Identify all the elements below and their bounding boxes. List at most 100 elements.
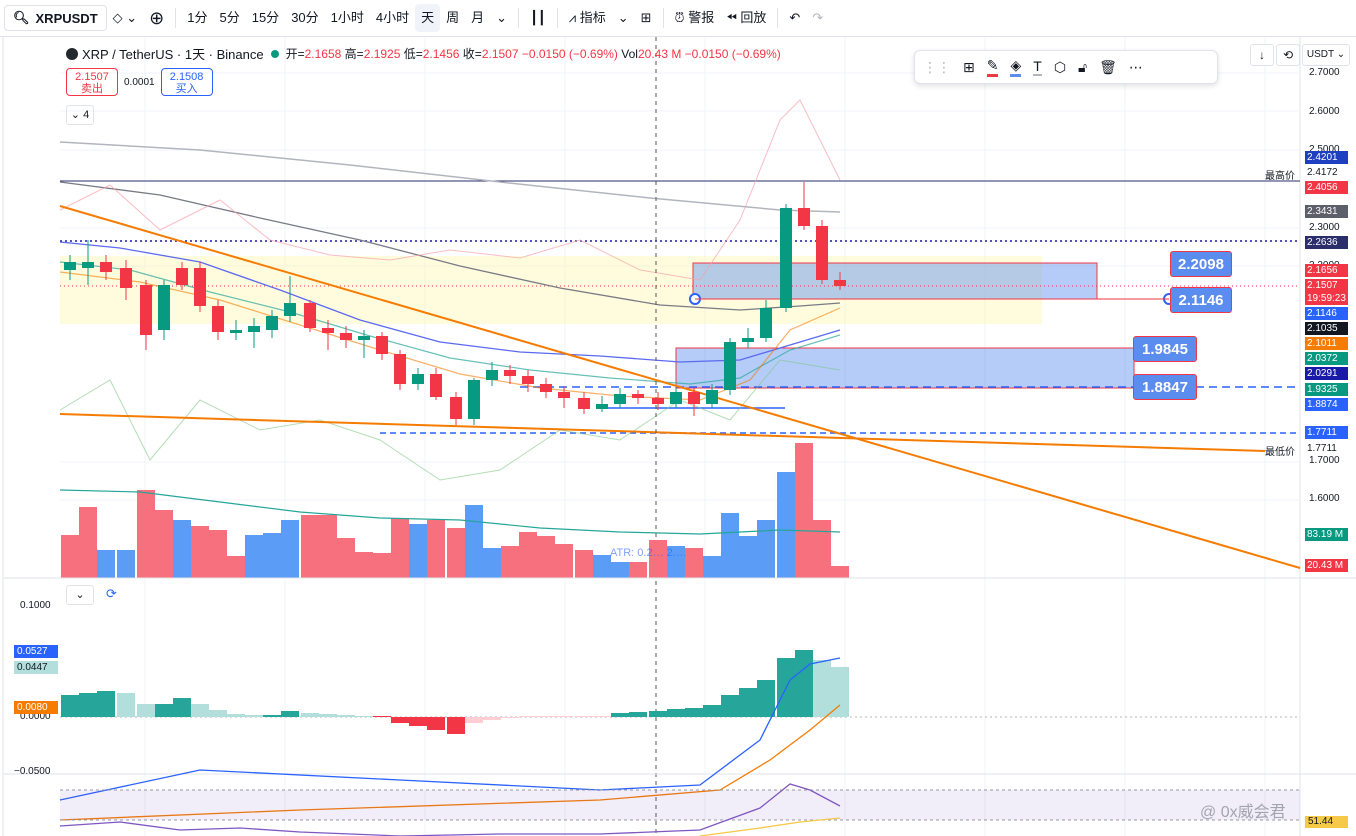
macd-bar bbox=[61, 695, 79, 717]
candle-body bbox=[780, 208, 792, 308]
candle-body bbox=[578, 398, 590, 409]
macd-collapse-button[interactable]: ⌄ bbox=[66, 585, 94, 605]
top-toolbar: 🔍︎ XRPUSDT ◇ ⌄ ⊕ 1分 5分 15分 30分 1小时 4小时 天… bbox=[0, 0, 1356, 37]
candle-body bbox=[322, 328, 334, 333]
price-tag: 2.1011 bbox=[1305, 337, 1348, 350]
macd-bar bbox=[319, 714, 337, 717]
indicator-count: 4 bbox=[83, 109, 90, 121]
volume-bar bbox=[777, 472, 795, 578]
macd-bar bbox=[355, 716, 373, 717]
macd-bar bbox=[555, 716, 573, 717]
macd-bar bbox=[281, 711, 299, 717]
interval-15m[interactable]: 15分 bbox=[251, 10, 280, 25]
volume-bar bbox=[391, 518, 409, 578]
redo-icon[interactable]: ↷ bbox=[812, 10, 824, 25]
volume-bar bbox=[593, 555, 611, 578]
macd-bar bbox=[537, 716, 555, 717]
candle-body bbox=[468, 380, 480, 419]
trendline-support bbox=[59, 413, 1266, 452]
volume-bar bbox=[61, 535, 79, 578]
arrow-down-icon[interactable]: ↓ bbox=[1250, 44, 1274, 66]
macd-tag: 0.0080 bbox=[14, 701, 58, 714]
fill-color-icon[interactable]: ◈ bbox=[1010, 57, 1022, 77]
price-tag: 19:59:23 bbox=[1305, 292, 1348, 305]
chevron-down-icon[interactable]: ⌄ bbox=[617, 10, 629, 25]
volume-ma-line bbox=[59, 489, 841, 535]
undo-icon[interactable]: ↶ bbox=[789, 10, 801, 25]
alert-button[interactable]: ⏰︎ 警报 bbox=[669, 4, 721, 32]
indicators-button[interactable]: ⩘ 指标 bbox=[563, 4, 612, 32]
callout-1-9845[interactable]: 1.9845 bbox=[1133, 336, 1197, 362]
price-tag: 1.7711 bbox=[1305, 426, 1348, 439]
candle-body bbox=[486, 370, 498, 380]
add-symbol-icon[interactable]: ⊕ bbox=[149, 8, 165, 28]
price-tag: 1.9325 bbox=[1305, 383, 1348, 396]
macd-bar bbox=[501, 717, 519, 718]
lock-icon[interactable]: 🔓︎ bbox=[1078, 58, 1088, 75]
pencil-icon[interactable]: ✎ bbox=[986, 57, 999, 77]
sync-icon[interactable]: ⟳ bbox=[106, 586, 117, 601]
price-tag: 2.1146 bbox=[1305, 307, 1348, 320]
price-tag: 2.4172 bbox=[1305, 166, 1348, 179]
drag-handle-icon[interactable]: ⋮⋮ bbox=[923, 58, 951, 75]
template-icon[interactable]: ⊞ bbox=[963, 58, 975, 75]
candle-body bbox=[158, 285, 170, 330]
grid-lines bbox=[60, 37, 1300, 836]
chevron-down-icon[interactable]: ⌄ bbox=[496, 10, 508, 25]
macd-line bbox=[59, 657, 841, 801]
macd-bar bbox=[137, 704, 155, 717]
callout-2-1146[interactable]: 2.1146 bbox=[1170, 287, 1232, 313]
macd-bar bbox=[209, 710, 227, 717]
candle-body bbox=[100, 262, 112, 272]
candle-body bbox=[540, 384, 552, 392]
interval-1m[interactable]: 1分 bbox=[187, 10, 208, 25]
volume-bar bbox=[319, 515, 337, 578]
settings-icon[interactable]: ⬡ bbox=[1053, 58, 1067, 75]
callout-2-2098[interactable]: 2.2098 bbox=[1170, 251, 1232, 277]
candle-type-icon[interactable]: ┃┃ bbox=[530, 10, 546, 25]
axis-label: 2.3000 bbox=[1309, 222, 1340, 233]
interval-1w[interactable]: 周 bbox=[446, 10, 460, 25]
volume-bar bbox=[409, 524, 427, 578]
ma-grey-line bbox=[59, 141, 841, 213]
replay-button[interactable]: ⏪︎ 回放 bbox=[720, 4, 772, 32]
volume-bar bbox=[281, 520, 299, 578]
candle-body bbox=[760, 308, 772, 338]
interval-1d[interactable]: 天 bbox=[415, 4, 441, 32]
buy-button[interactable]: 2.1508 买入 bbox=[160, 68, 213, 96]
rsi-band bbox=[60, 790, 1300, 820]
trash-icon[interactable]: 🗑︎ bbox=[1099, 58, 1117, 75]
bb-lower-green bbox=[59, 359, 841, 481]
macd-bar bbox=[667, 709, 685, 717]
divider bbox=[662, 8, 664, 28]
macd-bar bbox=[155, 704, 173, 717]
trendline-descending bbox=[59, 205, 1301, 569]
indicators-collapse-button[interactable]: ⌄ 4 bbox=[66, 105, 94, 125]
volume-bar bbox=[337, 538, 355, 578]
sell-button[interactable]: 2.1507 卖出 bbox=[66, 68, 118, 96]
interval-30m[interactable]: 30分 bbox=[291, 10, 319, 25]
interval-1mo[interactable]: 月 bbox=[471, 10, 485, 25]
volume-bar bbox=[501, 546, 519, 578]
volume-bar bbox=[667, 546, 685, 578]
volume-bar bbox=[537, 536, 555, 578]
interval-4h[interactable]: 4小时 bbox=[375, 10, 410, 25]
volume-bar bbox=[155, 510, 173, 578]
replay-label: 回放 bbox=[740, 10, 767, 25]
volume-bar bbox=[629, 562, 647, 578]
price-tag: 2.4056 bbox=[1305, 181, 1348, 194]
currency-selector[interactable]: USDT ⌄ bbox=[1302, 44, 1350, 66]
text-icon[interactable]: T bbox=[1033, 58, 1042, 76]
interval-5m[interactable]: 5分 bbox=[219, 10, 240, 25]
volume-bar bbox=[795, 443, 813, 578]
volume-bar bbox=[555, 544, 573, 578]
callout-1-8847[interactable]: 1.8847 bbox=[1133, 374, 1197, 400]
more-icon[interactable]: ⋯ bbox=[1128, 58, 1143, 75]
compare-icon[interactable]: ◇ ⌄ bbox=[112, 10, 138, 25]
refresh-icon[interactable]: ⟲ bbox=[1276, 44, 1300, 66]
indicators-label: 指标 bbox=[579, 10, 606, 25]
interval-1h[interactable]: 1小时 bbox=[330, 10, 364, 25]
symbol-search-button[interactable]: 🔍︎ XRPUSDT bbox=[4, 5, 107, 31]
templates-icon[interactable]: ⊞ bbox=[640, 10, 652, 25]
